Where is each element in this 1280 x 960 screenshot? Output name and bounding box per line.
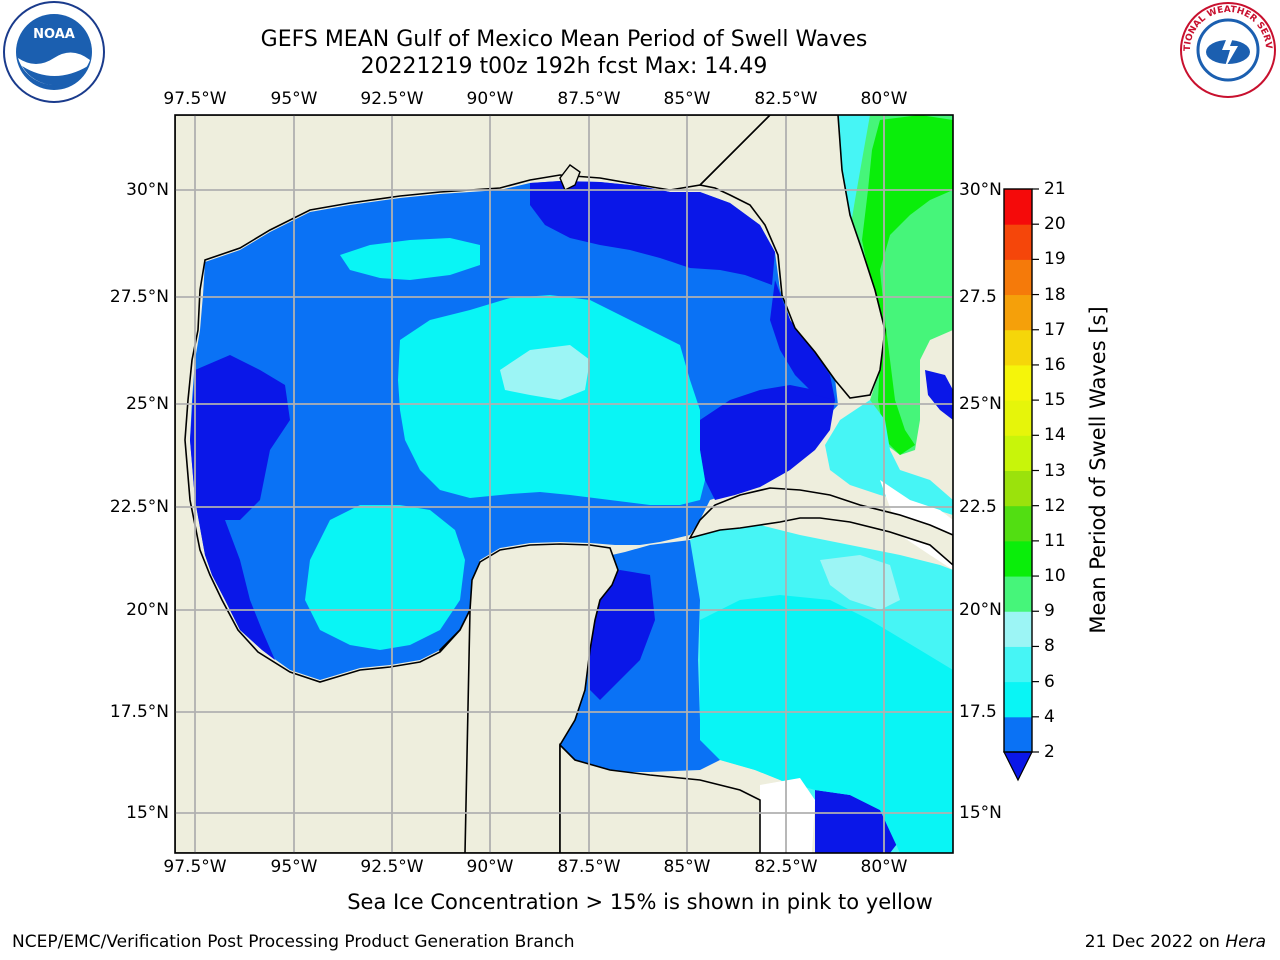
colorbar-band: [1004, 611, 1032, 647]
colorbar-tick: 19: [1044, 249, 1066, 270]
colorbar-tick: 18: [1044, 284, 1066, 305]
map-area: [175, 115, 953, 853]
colorbar-tick: 10: [1044, 566, 1066, 587]
colorbar-tick: 8: [1044, 636, 1055, 657]
noaa-logo: NOAA: [3, 1, 105, 103]
graticule: [175, 115, 953, 853]
svg-text:NOAA: NOAA: [33, 27, 75, 42]
light-cyan-central: [500, 345, 590, 400]
land-central-america: [559, 743, 761, 853]
colorbar-label: Mean Period of Swell Waves [s]: [1086, 306, 1110, 634]
cyan-west-gulf: [305, 505, 465, 650]
mississippi-delta: [559, 164, 581, 191]
colorbar-tick: 4: [1044, 706, 1055, 727]
lat-tick-right: 15°N: [959, 803, 1002, 823]
land-north-coast: [175, 115, 772, 853]
lon-tick-bottom: 92.5°W: [360, 857, 424, 877]
chart-subtitle: 20221219 t00z 192h fcst Max: 14.49: [360, 54, 768, 79]
colorbar-tick: 2: [1044, 742, 1055, 762]
lon-tick-bottom: 95°W: [270, 857, 318, 877]
land-florida: [698, 115, 886, 399]
lon-tick-top: 97.5°W: [163, 89, 227, 109]
no-data-patch-1: [760, 778, 815, 853]
lon-tick-top: 80°W: [860, 89, 908, 109]
light-cyan-caribbean: [820, 555, 900, 610]
colorbar-band: [1004, 681, 1032, 718]
colorbar-tick: 15: [1044, 390, 1066, 411]
lat-tick-left: 22.5°N: [109, 497, 169, 517]
lon-tick-top: 90°W: [466, 89, 514, 109]
lat-tick-right: 22.5: [959, 497, 997, 517]
colorbar-tick: 20: [1044, 214, 1066, 235]
colorbar-band: [1004, 294, 1032, 331]
cyan-caribbean: [700, 595, 953, 853]
colorbar-band: [1004, 189, 1032, 225]
lat-tick-right: 30°N: [959, 180, 1002, 200]
lat-tick-left: 25°N: [126, 394, 169, 414]
colorbar-band: [1004, 505, 1032, 542]
chart-title: GEFS MEAN Gulf of Mexico Mean Period of …: [260, 27, 868, 52]
map-frame: [174, 114, 954, 854]
dark-blue-campeche: [588, 570, 655, 700]
footer-credit: NCEP/EMC/Verification Post Processing Pr…: [12, 932, 575, 952]
colorbar-band: [1004, 540, 1032, 577]
sea-ice-note: Sea Ice Concentration > 15% is shown in …: [347, 890, 933, 914]
colorbar-band: [1004, 329, 1032, 366]
lon-tick-top: 85°W: [663, 89, 711, 109]
lat-tick-left: 17.5°N: [109, 702, 169, 722]
lon-tick-top: 95°W: [270, 89, 318, 109]
lat-tick-left: 30°N: [126, 180, 169, 200]
cyan-central-gulf: [398, 295, 705, 505]
bahamas-blue: [925, 370, 953, 420]
colorbar-tick: 6: [1044, 671, 1055, 692]
colorbar-band: [1004, 576, 1032, 612]
lon-tick-bottom: 80°W: [860, 857, 908, 877]
colorbar-band: [1004, 716, 1032, 753]
footer-host: Hera: [1225, 932, 1266, 952]
lon-tick-bottom: 90°W: [466, 857, 514, 877]
colorbar: [1003, 188, 1039, 782]
lat-tick-right: 20°N: [959, 600, 1002, 620]
cyan-north-gulf: [340, 238, 480, 280]
colorbar-band: [1004, 400, 1032, 436]
lat-tick-right: 25°N: [959, 394, 1002, 414]
colorbar-band: [1004, 259, 1032, 296]
colorbar-tick: 11: [1044, 530, 1066, 551]
dark-blue-east: [700, 385, 835, 500]
colorbar-extend-min: [1003, 751, 1033, 782]
colorbar-tick: 17: [1044, 319, 1066, 340]
lon-tick-top: 82.5°W: [754, 89, 818, 109]
colorbar-tick: 9: [1044, 601, 1055, 622]
lon-tick-bottom: 82.5°W: [754, 857, 818, 877]
lat-tick-left: 27.5°N: [109, 287, 169, 307]
colorbar-tick: 13: [1044, 460, 1066, 481]
lon-tick-bottom: 97.5°W: [163, 857, 227, 877]
lon-tick-top: 92.5°W: [360, 89, 424, 109]
colorbar-tick: 14: [1044, 425, 1066, 446]
dark-blue-north: [530, 181, 775, 285]
colorbar-band: [1004, 470, 1032, 507]
lon-tick-bottom: 87.5°W: [557, 857, 621, 877]
colorbar-tick: 21: [1044, 179, 1066, 199]
lon-tick-top: 87.5°W: [557, 89, 621, 109]
lat-tick-right: 27.5: [959, 287, 997, 307]
dark-blue-south-caribbean: [815, 790, 900, 853]
lat-tick-right: 17.5: [959, 702, 997, 722]
lat-tick-left: 15°N: [126, 803, 169, 823]
colorbar-band: [1004, 646, 1032, 683]
florida-straits-cyan: [825, 400, 953, 515]
lat-tick-left: 20°N: [126, 600, 169, 620]
colorbar-tick: 16: [1044, 354, 1066, 375]
colorbar-band: [1004, 435, 1032, 471]
colorbar-band: [1004, 224, 1032, 260]
footer-date: 21 Dec 2022 on Hera: [1085, 932, 1266, 952]
colorbar-tick: 12: [1044, 495, 1066, 516]
national-weather-service-logo: NATIONAL WEATHER SERVICE: [1178, 0, 1276, 98]
colorbar-band: [1004, 364, 1032, 401]
footer-date-text: 21 Dec 2022 on: [1084, 932, 1226, 952]
lon-tick-bottom: 85°W: [663, 857, 711, 877]
